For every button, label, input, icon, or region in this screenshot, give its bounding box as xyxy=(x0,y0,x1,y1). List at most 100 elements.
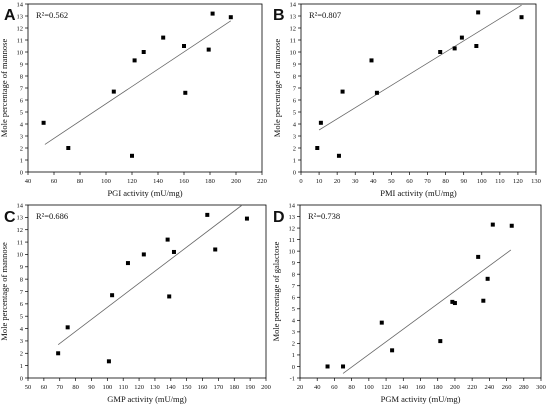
x-tick-label: 50 xyxy=(25,384,32,391)
y-tick-label: 5 xyxy=(292,306,295,313)
x-tick-label: 200 xyxy=(261,384,271,391)
panel-letter: D xyxy=(273,209,285,226)
y-tick-label: 12 xyxy=(290,25,297,32)
regression-line xyxy=(57,204,243,345)
y-tick-label: -1 xyxy=(290,375,295,382)
y-tick-label: 0 xyxy=(293,169,296,176)
y-axis-label: Mole percentage of galactose xyxy=(271,241,281,341)
x-axis-label: PMI activity (mU/mg) xyxy=(380,188,457,198)
x-tick-label: 110 xyxy=(118,384,128,391)
x-tick-label: 120 xyxy=(513,178,523,185)
x-axis-label: PGM activity (mU/mg) xyxy=(381,394,461,404)
y-tick-label: 7 xyxy=(20,85,24,92)
data-point xyxy=(110,293,115,298)
y-axis-label: Mole percentage of mannose xyxy=(0,242,9,341)
data-point xyxy=(390,348,395,353)
data-point xyxy=(206,47,211,52)
y-tick-label: 1 xyxy=(20,363,23,370)
y-tick-label: 7 xyxy=(293,85,297,92)
panel-letter: A xyxy=(4,7,16,24)
plot-frame xyxy=(27,3,263,173)
plot-frame xyxy=(299,204,542,379)
x-tick-label: 140 xyxy=(153,178,163,185)
data-point xyxy=(205,212,210,217)
y-tick-label: 11 xyxy=(17,37,23,44)
y-tick-label: 10 xyxy=(289,248,296,255)
data-point xyxy=(476,10,481,15)
y-tick-label: 9 xyxy=(293,61,296,68)
data-point xyxy=(438,339,443,344)
r-squared-label: R²=0.738 xyxy=(308,211,340,221)
y-tick-label: 13 xyxy=(289,214,296,221)
y-tick-label: 8 xyxy=(293,73,296,80)
data-point xyxy=(161,35,166,40)
x-axis-label: GMP activity (mU/mg) xyxy=(107,394,187,404)
panel-a: 40 60 80 100 120 140 160 180 200 2200123456789101… xyxy=(0,1,267,198)
data-point xyxy=(213,247,218,252)
regression-line xyxy=(44,20,232,145)
y-tick-label: 4 xyxy=(20,121,24,128)
x-axis-label: PGI activity (mU/mg) xyxy=(107,188,182,198)
y-tick-label: 2 xyxy=(292,341,295,348)
data-point xyxy=(171,249,176,254)
data-point xyxy=(111,89,116,94)
x-tick-label: 90 xyxy=(460,178,467,185)
x-tick-label: 150 xyxy=(182,384,192,391)
y-tick-label: 1 xyxy=(292,352,295,359)
y-tick-label: 14 xyxy=(289,202,296,209)
panel-d: 20 40 60 80 100 120 140 160 180 200 220 240 260 280 30… xyxy=(271,202,546,404)
x-tick-label: 160 xyxy=(198,384,208,391)
y-tick-label: 14 xyxy=(17,202,24,209)
y-tick-label: 6 xyxy=(292,295,296,302)
data-point xyxy=(438,50,443,54)
y-tick-label: 13 xyxy=(290,13,297,20)
x-tick-label: 40 xyxy=(370,178,377,185)
x-tick-label: 170 xyxy=(214,384,224,391)
y-tick-label: 12 xyxy=(17,25,24,32)
x-tick-label: 120 xyxy=(134,384,144,391)
x-tick-label: 0 xyxy=(299,178,302,185)
y-tick-label: 6 xyxy=(293,97,297,104)
x-tick-label: 10 xyxy=(316,178,323,185)
data-point xyxy=(450,299,455,304)
y-tick-label: 14 xyxy=(290,1,297,8)
x-tick-label: 200 xyxy=(450,384,460,391)
y-tick-label: 4 xyxy=(20,326,24,333)
data-point xyxy=(318,120,323,125)
y-tick-label: 1 xyxy=(293,157,296,164)
y-tick-label: 6 xyxy=(20,301,24,308)
x-tick-label: 20 xyxy=(297,384,304,391)
y-tick-label: 9 xyxy=(292,260,295,267)
r-squared-label: R²=0.562 xyxy=(36,10,68,20)
data-point xyxy=(66,146,71,150)
x-tick-label: 60 xyxy=(51,178,58,185)
x-tick-label: 160 xyxy=(416,384,426,391)
x-tick-label: 110 xyxy=(495,178,505,185)
x-tick-label: 80 xyxy=(72,384,79,391)
data-point xyxy=(315,146,320,150)
x-tick-label: 160 xyxy=(179,178,189,185)
y-tick-label: 5 xyxy=(20,109,23,116)
x-tick-label: 40 xyxy=(314,384,321,391)
y-tick-label: 3 xyxy=(20,133,23,140)
y-tick-label: 3 xyxy=(20,338,23,345)
data-point xyxy=(485,276,490,281)
x-tick-label: 60 xyxy=(41,384,48,391)
y-tick-label: 14 xyxy=(17,1,24,8)
plot-frame xyxy=(27,204,267,379)
y-tick-label: 10 xyxy=(17,49,24,56)
x-tick-label: 260 xyxy=(502,384,512,391)
data-point xyxy=(228,15,233,20)
y-axis-label: Mole percentage of mannose xyxy=(272,39,282,138)
x-tick-label: 180 xyxy=(433,384,443,391)
x-tick-label: 200 xyxy=(231,178,241,185)
data-point xyxy=(336,153,341,158)
y-tick-label: 11 xyxy=(289,237,295,244)
panel-letter: C xyxy=(4,209,16,226)
data-point xyxy=(379,320,384,325)
x-tick-label: 120 xyxy=(381,384,391,391)
y-tick-label: 12 xyxy=(289,225,296,232)
x-tick-label: 40 xyxy=(25,178,32,185)
x-tick-label: 90 xyxy=(88,384,95,391)
